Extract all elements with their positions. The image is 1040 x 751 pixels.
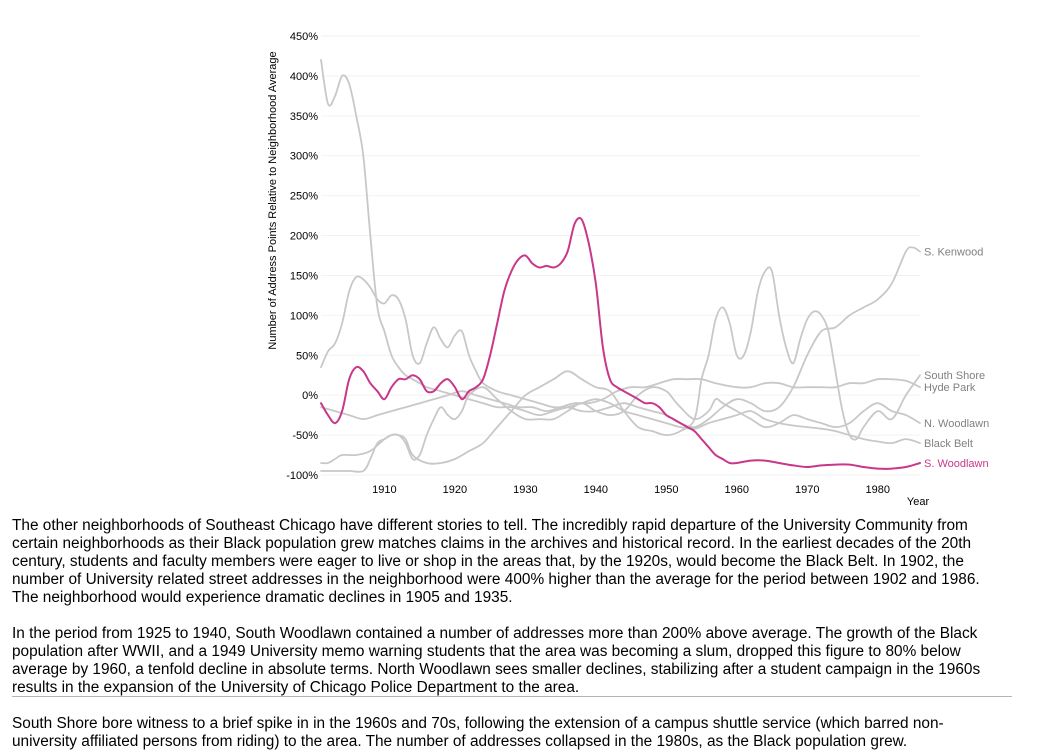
series-label-s-kenwood: S. Kenwood [924, 247, 983, 259]
x-tick-label: 1950 [654, 484, 678, 496]
series-label-black-belt: Black Belt [924, 438, 973, 450]
series-line-south-shore [320, 266, 921, 473]
series-line-s-woodlawn [320, 217, 921, 470]
chart-svg: 450% 400% 350% 300% 250% 200% 150% 100% 50% 0% -50… [267, 31, 989, 508]
series-label-hyde-park: Hyde Park [924, 382, 976, 394]
article-body: 450% 400% 350% 300% 250% 200% 150% 100% 50% 0% -50… [12, 12, 1002, 751]
series-label-n-woodlawn: N. Woodlawn [924, 418, 989, 430]
y-tick-label: 200% [290, 231, 318, 243]
y-tick-label: 450% [290, 31, 318, 43]
y-tick-label: 350% [290, 111, 318, 123]
series-label-s-woodlawn: S. Woodlawn [924, 458, 989, 470]
y-tick-label: 250% [290, 191, 318, 203]
y-tick-label: 150% [290, 270, 318, 282]
paragraph-3: South Shore bore witness to a brief spik… [12, 715, 944, 750]
y-tick-label: 50% [296, 350, 318, 362]
x-tick-label: 1930 [513, 484, 537, 496]
y-tick-label: -100% [286, 470, 318, 482]
paragraph-1: The other neighborhoods of Southeast Chi… [12, 517, 980, 606]
series-label-south-shore: South Shore [924, 370, 985, 382]
x-tick-label: 1960 [725, 484, 749, 496]
x-tick-label: 1980 [865, 484, 889, 496]
x-tick-label: 1910 [372, 484, 396, 496]
x-tick-label: 1920 [443, 484, 467, 496]
y-axis-title: Number of Address Points Relative to Nei… [267, 51, 279, 349]
x-axis-title: Year [907, 496, 930, 508]
section-divider [12, 696, 1012, 697]
series-line-s-kenwood [320, 246, 921, 429]
series-line-black-belt [320, 59, 921, 445]
line-chart: 450% 400% 350% 300% 250% 200% 150% 100% 50% 0% -50… [12, 12, 1012, 522]
y-tick-label: 400% [290, 71, 318, 83]
y-tick-label: -50% [292, 430, 318, 442]
x-tick-label: 1940 [584, 484, 608, 496]
y-tick-label: 100% [290, 310, 318, 322]
series-line-hyde-park [320, 377, 921, 420]
paragraph-2: In the period from 1925 to 1940, South W… [12, 625, 981, 696]
series-line-n-woodlawn [320, 386, 921, 465]
y-tick-label: 300% [290, 151, 318, 163]
y-tick-label: 0% [302, 390, 318, 402]
x-tick-label: 1970 [795, 484, 819, 496]
